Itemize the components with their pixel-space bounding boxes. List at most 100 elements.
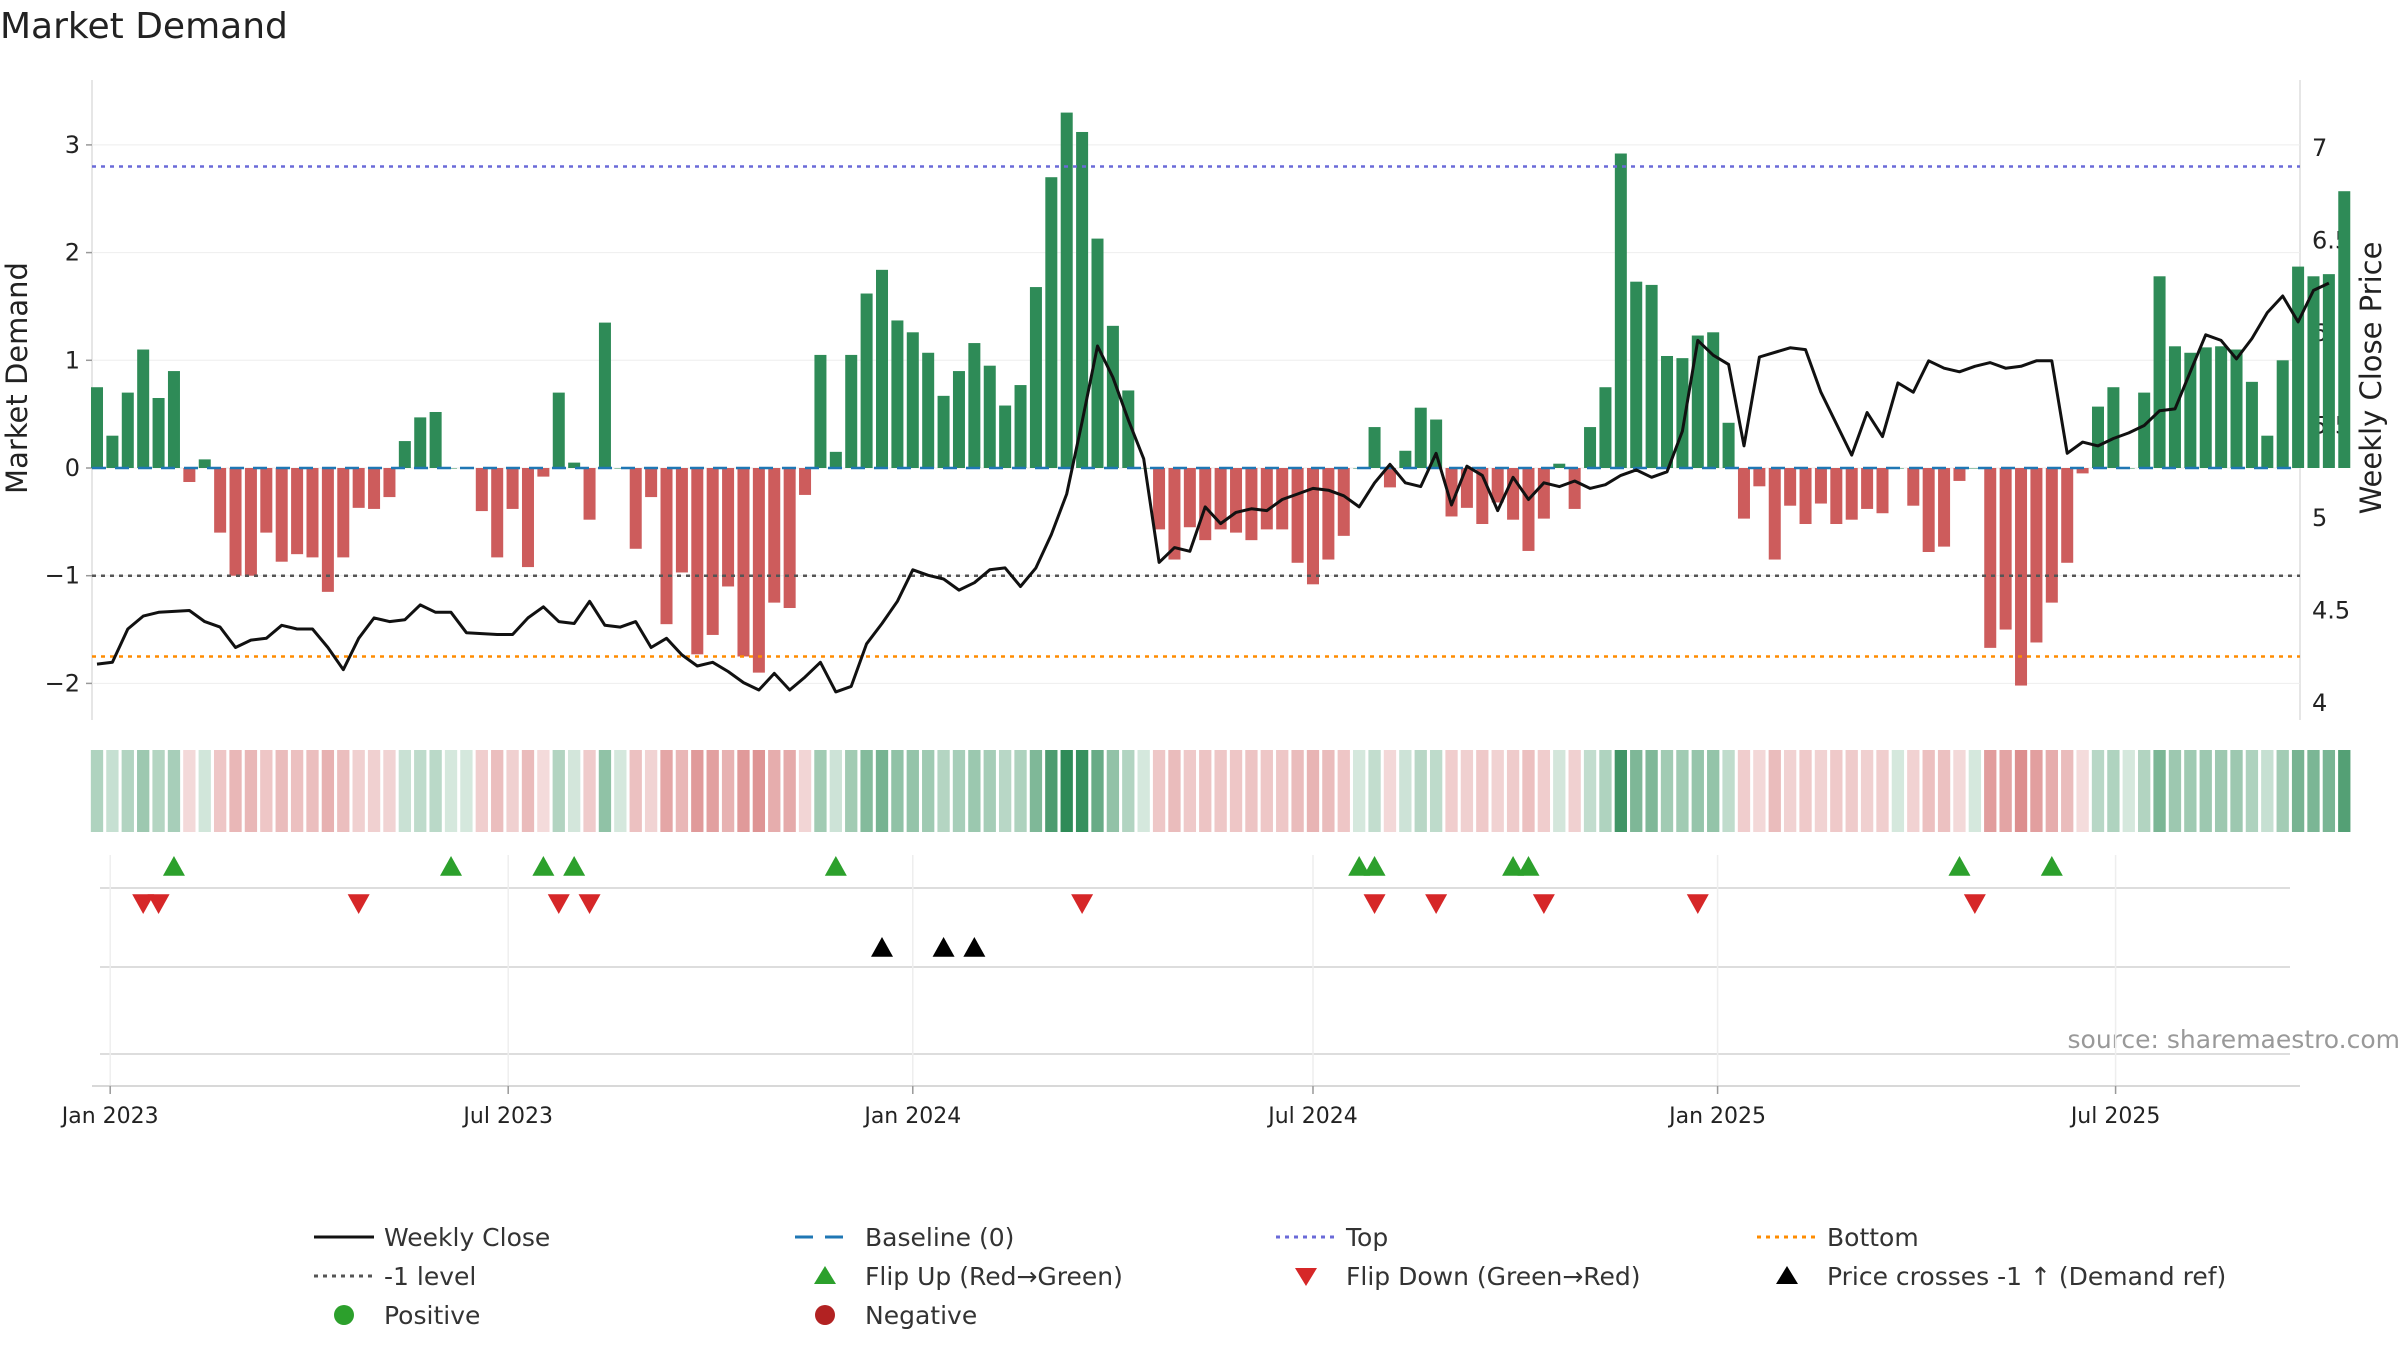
heat-strip-cell [1045, 750, 1058, 832]
flip-down-marker [347, 894, 370, 914]
demand-bar-negative [1214, 468, 1227, 530]
heat-strip-cell [2138, 750, 2151, 832]
heat-strip-cell [891, 750, 904, 832]
demand-bar-negative [244, 468, 257, 576]
demand-bar-positive [552, 392, 565, 468]
legend-label: Weekly Close [384, 1223, 550, 1252]
demand-bar-positive [414, 417, 427, 468]
heat-strip-cell [752, 750, 766, 832]
demand-bar-positive [152, 397, 165, 468]
heat-strip-cell [1476, 750, 1489, 832]
heat-strip-cell [2107, 750, 2120, 832]
heat-strip-cell [968, 750, 981, 832]
heat-strip-cell [167, 750, 181, 832]
flip-up-marker [532, 856, 555, 876]
heat-strip-cell [1599, 750, 1612, 832]
heat-strip-cell [152, 750, 165, 832]
demand-bar-negative [1568, 468, 1581, 509]
heat-strip-cell [1414, 750, 1427, 832]
heat-strip-cell [106, 750, 119, 832]
heat-strip-cell [352, 750, 365, 832]
demand-bar-negative [768, 468, 781, 603]
flip-up-marker [1948, 856, 1971, 876]
demand-bar-positive [2199, 347, 2212, 468]
heat-strip-cell [629, 750, 642, 832]
legend-swatch-circle [334, 1305, 354, 1325]
heat-strip-cell [783, 750, 796, 832]
heat-strip-cell [2045, 750, 2058, 832]
heat-strip-cell [1922, 750, 1935, 832]
heat-strip-cell [1768, 750, 1781, 832]
legend-swatch-triangle-down [1295, 1268, 1317, 1286]
demand-bar-negative [2061, 468, 2074, 563]
flip-down-marker [1071, 894, 1094, 914]
heat-strip-cell [2168, 750, 2182, 832]
heat-strip-cell [1353, 750, 1366, 832]
heat-strip-cell [1737, 750, 1751, 832]
heat-strip-cell [1214, 750, 1227, 832]
legend-label: Price crosses -1 ↑ (Demand ref) [1827, 1262, 2226, 1291]
demand-bar-positive [398, 441, 411, 468]
demand-bar-positive [968, 343, 981, 468]
demand-bar-negative [2076, 468, 2089, 474]
demand-bar-positive [2292, 266, 2305, 468]
demand-bar-negative [1153, 468, 1166, 530]
demand-bar-positive [429, 411, 442, 468]
heat-strip-cell [814, 750, 827, 832]
demand-bar-positive [983, 365, 996, 468]
heat-strip-cell [90, 750, 104, 832]
demand-bar-negative [706, 468, 719, 635]
heat-strip-cell [198, 750, 211, 832]
heat-strip-cell [1676, 750, 1689, 832]
demand-bar-positive [1045, 177, 1058, 468]
demand-bar-negative [1245, 468, 1258, 541]
demand-bar-positive [2322, 274, 2335, 468]
y-tick-label: −1 [45, 562, 80, 590]
demand-bar-negative [506, 468, 519, 509]
heat-strip-cell [1060, 750, 1073, 832]
demand-bar-positive [1368, 427, 1381, 468]
heat-strip-cell [229, 750, 242, 832]
demand-bar-negative [691, 468, 704, 655]
demand-bar-positive [906, 332, 919, 468]
heat-strip-cell [1830, 750, 1843, 832]
demand-bar-positive [167, 371, 180, 468]
y-axis-label-right: Weekly Close Price [2354, 242, 2388, 515]
heat-strip-cell [691, 750, 704, 832]
legend: Weekly Close Baseline (0) Top Bottom -1 leve… [314, 1223, 2226, 1330]
demand-bar-positive [1060, 112, 1073, 468]
demand-bar-positive [445, 468, 458, 469]
price-cross-marker [963, 937, 986, 957]
demand-bar-negative [1522, 468, 1535, 551]
heat-strip-cell [1337, 750, 1350, 832]
y-right-tick-label: 4 [2312, 689, 2327, 717]
demand-bar-negative [1799, 468, 1812, 525]
weekly-close-line [96, 281, 2330, 694]
demand-bar-positive [1430, 419, 1443, 468]
heat-strip-cell [1137, 750, 1150, 832]
heat-strip-cell [137, 750, 150, 832]
demand-bar-negative [321, 468, 334, 592]
demand-bar-negative [1922, 468, 1935, 553]
heat-strip-cell [2276, 750, 2289, 832]
heat-strip-cell [983, 750, 996, 832]
heat-strip-cell [922, 750, 935, 832]
heat-strip-cell [1260, 750, 1273, 832]
heat-strip-cell [213, 750, 227, 832]
demand-bar-negative [1291, 468, 1304, 563]
demand-bar-positive [1661, 355, 1674, 468]
legend-swatch-triangle-up [1776, 1266, 1798, 1284]
y-tick-label: 0 [65, 454, 80, 482]
legend-label: Positive [384, 1301, 480, 1330]
demand-bar-negative [722, 468, 735, 587]
heat-strip-cell [583, 750, 596, 832]
demand-bar-positive [937, 395, 950, 468]
demand-bar-negative [1199, 468, 1212, 541]
demand-bar-negative [337, 468, 350, 558]
heat-strip-cell [1984, 750, 1997, 832]
y-axis-label-left: Market Demand [0, 262, 34, 494]
heat-strip-cell [2122, 750, 2135, 832]
demand-bar-negative [1953, 468, 1966, 481]
heat-strip-cell [1168, 750, 1181, 832]
